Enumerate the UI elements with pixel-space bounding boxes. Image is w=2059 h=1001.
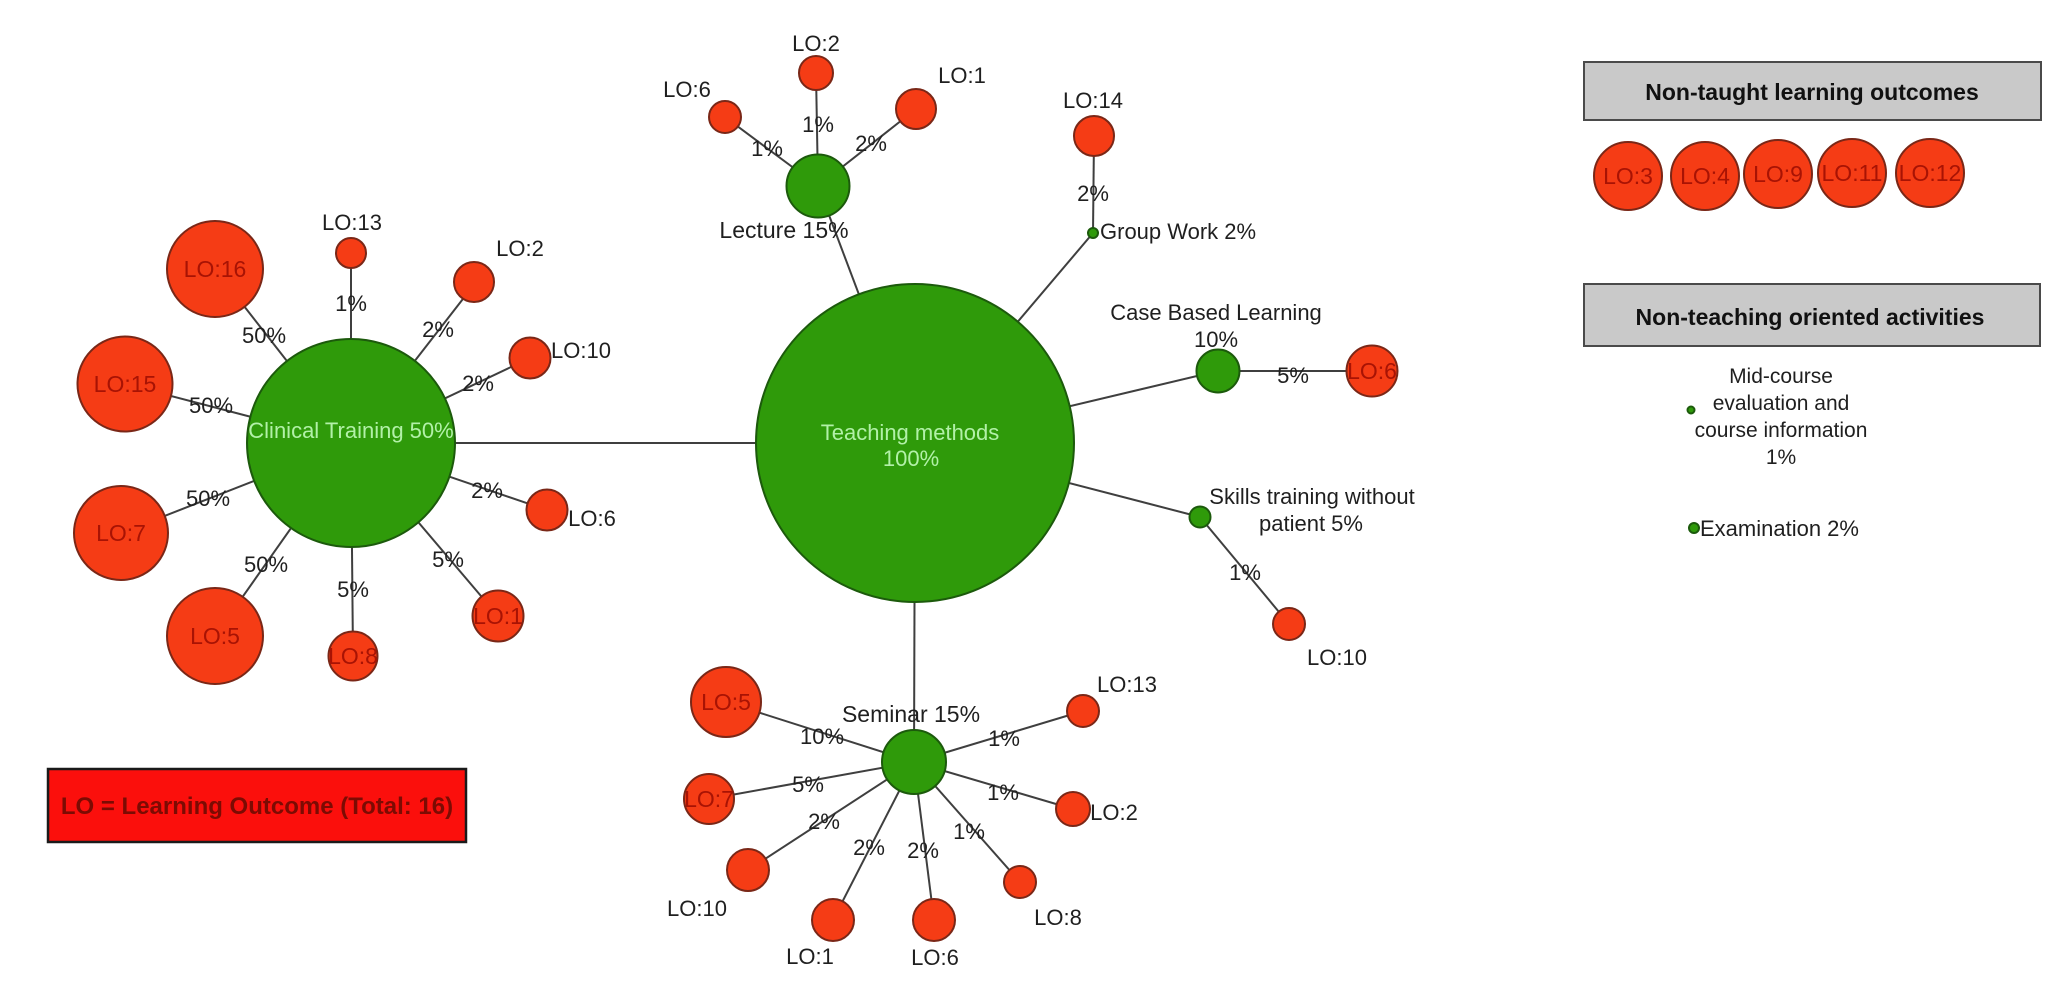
svg-text:course information: course information	[1695, 419, 1868, 442]
svg-text:2%: 2%	[855, 131, 887, 156]
svg-text:LO:6: LO:6	[663, 77, 711, 102]
svg-text:LO:12: LO:12	[1899, 160, 1962, 186]
svg-text:LO:2: LO:2	[1090, 800, 1138, 825]
svg-text:2%: 2%	[907, 838, 939, 863]
svg-text:2%: 2%	[422, 317, 454, 342]
svg-text:1%: 1%	[335, 291, 367, 316]
svg-text:1%: 1%	[987, 780, 1019, 805]
svg-text:evaluation and: evaluation and	[1713, 392, 1850, 415]
svg-text:2%: 2%	[462, 371, 494, 396]
svg-text:100%: 100%	[883, 446, 939, 471]
svg-text:1%: 1%	[1766, 446, 1796, 469]
svg-text:LO:13: LO:13	[1097, 672, 1157, 697]
svg-text:LO:13: LO:13	[322, 210, 382, 235]
svg-text:LO:1: LO:1	[473, 603, 523, 629]
svg-text:Examination 2%: Examination 2%	[1700, 516, 1859, 541]
svg-text:LO:8: LO:8	[1034, 905, 1082, 930]
svg-text:LO:2: LO:2	[496, 236, 544, 261]
svg-text:Seminar 15%: Seminar 15%	[842, 701, 980, 727]
svg-text:LO:16: LO:16	[184, 256, 247, 282]
svg-text:LO:4: LO:4	[1680, 163, 1730, 189]
svg-text:1%: 1%	[802, 112, 834, 137]
svg-text:patient 5%: patient 5%	[1259, 511, 1363, 536]
svg-text:2%: 2%	[471, 478, 503, 503]
svg-text:5%: 5%	[337, 577, 369, 602]
svg-text:LO:10: LO:10	[551, 338, 611, 363]
svg-text:2%: 2%	[853, 835, 885, 860]
svg-text:1%: 1%	[1229, 560, 1261, 585]
svg-text:LO:10: LO:10	[667, 896, 727, 921]
svg-text:LO:1: LO:1	[786, 944, 834, 969]
svg-text:LO:1: LO:1	[938, 63, 986, 88]
svg-text:1%: 1%	[988, 726, 1020, 751]
svg-text:LO:8: LO:8	[328, 643, 378, 669]
svg-text:Non-taught learning outcomes: Non-taught learning outcomes	[1645, 79, 1979, 105]
svg-text:LO:9: LO:9	[1753, 161, 1803, 187]
svg-text:1%: 1%	[751, 136, 783, 161]
svg-text:Skills training without: Skills training without	[1209, 484, 1414, 509]
svg-text:5%: 5%	[792, 772, 824, 797]
svg-text:50%: 50%	[189, 393, 233, 418]
svg-text:1%: 1%	[953, 819, 985, 844]
svg-text:Teaching methods: Teaching methods	[821, 420, 1000, 445]
svg-text:LO:11: LO:11	[1822, 160, 1883, 186]
svg-text:Mid-course: Mid-course	[1729, 365, 1833, 388]
svg-text:LO:2: LO:2	[792, 31, 840, 56]
svg-text:Non-teaching oriented activiti: Non-teaching oriented activities	[1636, 304, 1985, 330]
svg-text:Lecture 15%: Lecture 15%	[719, 217, 848, 243]
svg-text:Group Work 2%: Group Work 2%	[1100, 219, 1256, 244]
svg-text:2%: 2%	[808, 809, 840, 834]
svg-text:50%: 50%	[186, 486, 230, 511]
svg-text:50%: 50%	[244, 552, 288, 577]
svg-text:LO:7: LO:7	[96, 520, 146, 546]
svg-text:LO:6: LO:6	[568, 506, 616, 531]
svg-text:10%: 10%	[800, 724, 844, 749]
svg-text:LO:6: LO:6	[1347, 358, 1397, 384]
svg-text:50%: 50%	[242, 323, 286, 348]
svg-text:LO:15: LO:15	[94, 371, 157, 397]
svg-text:LO:5: LO:5	[701, 689, 751, 715]
svg-text:10%: 10%	[1194, 327, 1238, 352]
svg-text:LO = Learning Outcome (Total:: LO = Learning Outcome (Total: 16)	[61, 793, 453, 820]
svg-text:LO:10: LO:10	[1307, 645, 1367, 670]
svg-text:LO:5: LO:5	[190, 623, 240, 649]
svg-text:5%: 5%	[432, 547, 464, 572]
svg-text:LO:6: LO:6	[911, 945, 959, 970]
svg-text:Case Based Learning: Case Based Learning	[1110, 300, 1322, 325]
svg-text:5%: 5%	[1277, 363, 1309, 388]
svg-text:2%: 2%	[1077, 181, 1109, 206]
svg-text:LO:7: LO:7	[684, 786, 734, 812]
svg-text:LO:3: LO:3	[1603, 163, 1653, 189]
svg-text:LO:14: LO:14	[1063, 88, 1123, 113]
svg-text:Clinical Training 50%: Clinical Training 50%	[248, 418, 453, 443]
